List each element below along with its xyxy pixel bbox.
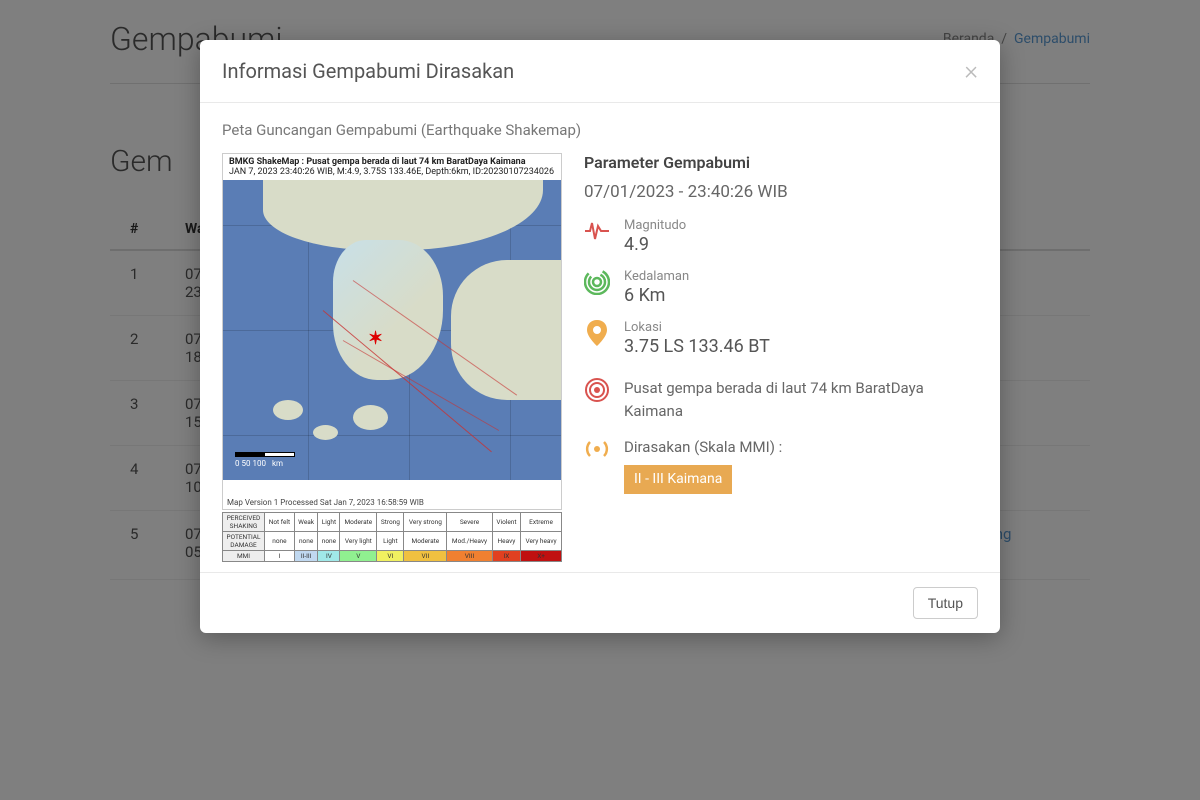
- magnitude-label: Magnitudo: [624, 218, 978, 233]
- param-depth: Kedalaman 6 Km: [584, 269, 978, 306]
- mmi-badge: II - III Kaimana: [624, 465, 732, 494]
- broadcast-icon: [584, 436, 610, 462]
- param-epicenter-desc: Pusat gempa berada di laut 74 km BaratDa…: [584, 377, 978, 422]
- param-felt: Dirasakan (Skala MMI) : II - III Kaimana: [584, 436, 978, 494]
- location-label: Lokasi: [624, 320, 978, 335]
- shakemap-title: BMKG ShakeMap : Pusat gempa berada di la…: [223, 154, 561, 180]
- mmi-legend: PERCEIVED SHAKINGNot feltWeakLightModera…: [222, 512, 562, 562]
- param-magnitude: Magnitudo 4.9: [584, 218, 978, 255]
- modal-header: Informasi Gempabumi Dirasakan ×: [200, 40, 1000, 103]
- depth-label: Kedalaman: [624, 269, 978, 284]
- modal-title: Informasi Gempabumi Dirasakan: [222, 59, 514, 83]
- modal-footer: Tutup: [200, 572, 1000, 633]
- magnitude-icon: [584, 218, 610, 244]
- depth-icon: [584, 269, 610, 295]
- earthquake-modal: Informasi Gempabumi Dirasakan × Peta Gun…: [200, 40, 1000, 633]
- map-caption: Map Version 1 Processed Sat Jan 7, 2023 …: [223, 496, 561, 509]
- epicenter-icon: ✶: [368, 328, 383, 349]
- param-location: Lokasi 3.75 LS 133.46 BT: [584, 320, 978, 357]
- scale-bar: 0 50 100 km: [235, 452, 295, 468]
- shakemap-map: ✶ -2° -4° -6° 132° 134° 136° 0 50 100 km: [223, 180, 561, 480]
- shakemap: BMKG ShakeMap : Pusat gempa berada di la…: [222, 153, 562, 510]
- location-value: 3.75 LS 133.46 BT: [624, 336, 978, 357]
- magnitude-value: 4.9: [624, 234, 978, 255]
- location-icon: [584, 320, 610, 346]
- params-title: Parameter Gempabumi: [584, 153, 978, 172]
- modal-body: Peta Guncangan Gempabumi (Earthquake Sha…: [200, 103, 1000, 572]
- epicenter-description: Pusat gempa berada di laut 74 km BaratDa…: [624, 377, 978, 422]
- parameters-panel: Parameter Gempabumi 07/01/2023 - 23:40:2…: [584, 153, 978, 562]
- shakemap-panel: BMKG ShakeMap : Pusat gempa berada di la…: [222, 153, 562, 562]
- close-button[interactable]: Tutup: [913, 587, 978, 619]
- close-icon[interactable]: ×: [964, 58, 978, 84]
- modal-subtitle: Peta Guncangan Gempabumi (Earthquake Sha…: [222, 121, 978, 139]
- target-icon: [584, 377, 610, 403]
- depth-value: 6 Km: [624, 285, 978, 306]
- param-datetime: 07/01/2023 - 23:40:26 WIB: [584, 182, 978, 202]
- felt-label: Dirasakan (Skala MMI) :: [624, 438, 782, 456]
